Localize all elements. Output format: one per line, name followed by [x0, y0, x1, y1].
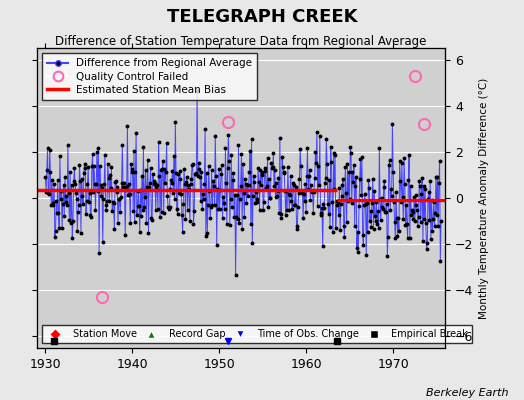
Text: Berkeley Earth: Berkeley Earth [426, 388, 508, 398]
Y-axis label: Monthly Temperature Anomaly Difference (°C): Monthly Temperature Anomaly Difference (… [479, 77, 489, 319]
Text: TELEGRAPH CREEK: TELEGRAPH CREEK [167, 8, 357, 26]
Title: Difference of Station Temperature Data from Regional Average: Difference of Station Temperature Data f… [56, 35, 427, 48]
Legend: Station Move, Record Gap, Time of Obs. Change, Empirical Break: Station Move, Record Gap, Time of Obs. C… [41, 325, 472, 343]
